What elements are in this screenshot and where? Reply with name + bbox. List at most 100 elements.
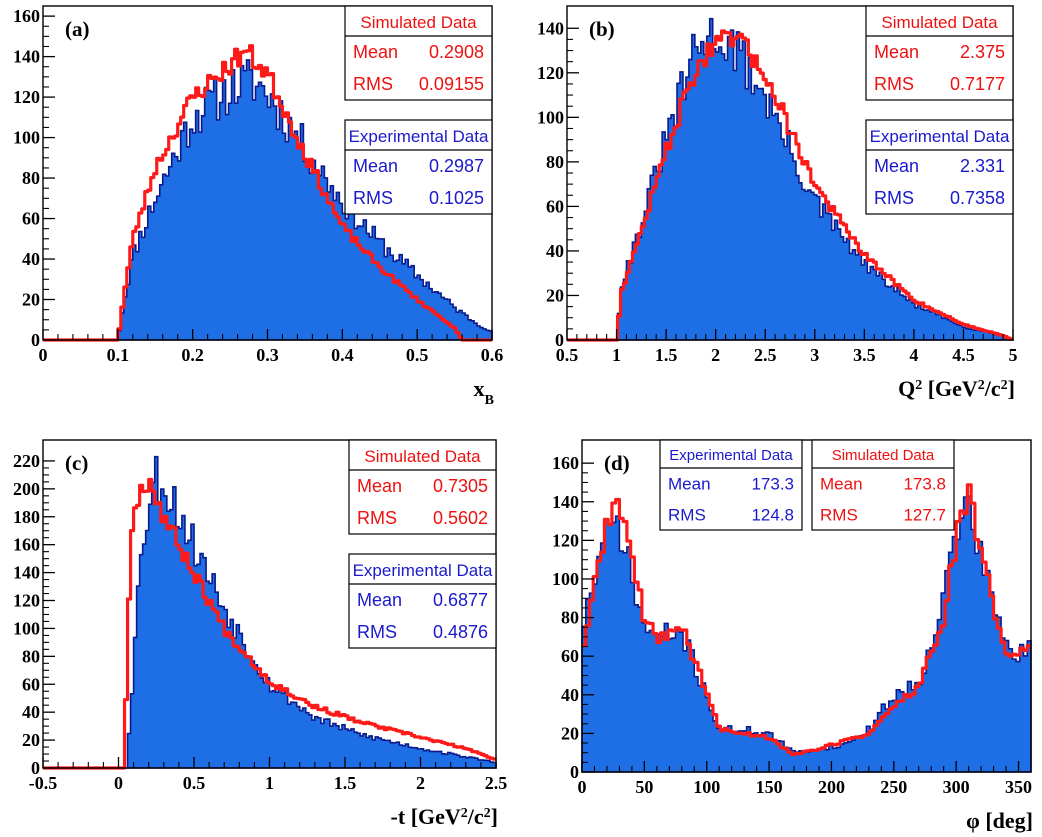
y-tick-label: 100 <box>13 618 40 638</box>
stats-row-label: Mean <box>353 42 398 62</box>
x-tick-label: 3.5 <box>853 345 876 365</box>
simulated-histogram <box>43 477 496 770</box>
y-tick-label: 140 <box>537 18 564 38</box>
x-tick-label: 350 <box>1005 777 1032 797</box>
y-tick-label: 40 <box>546 241 564 261</box>
x-tick-label: 200 <box>818 777 845 797</box>
stats-box-frame <box>865 119 1014 215</box>
stats-box-title: Simulated Data <box>832 447 935 464</box>
stats-row-label: RMS <box>357 622 397 642</box>
x-tick-label: 1 <box>612 345 621 365</box>
y-tick-label: 20 <box>22 290 40 310</box>
chart-panel: 0 50 100 150 200 250 300 350 0 20 40 60 80 100 120 140 1… <box>552 439 1033 833</box>
y-tick-label: 100 <box>13 128 40 148</box>
panel-label: (d) <box>604 451 630 475</box>
x-axis-label-part: 2 <box>915 378 922 393</box>
stats-row-value: 124.8 <box>751 506 794 525</box>
x-axis-label-part: 2 <box>978 378 985 393</box>
stats-box-frame <box>811 439 955 531</box>
x-tick-label: 4.5 <box>952 345 975 365</box>
stats-box-title: Simulated Data <box>364 447 481 466</box>
y-tick-label: 140 <box>13 563 40 583</box>
y-tick-label: 20 <box>546 285 564 305</box>
x-axis-label-part: φ <box>966 808 980 833</box>
stats-row-value: 0.2908 <box>429 42 484 62</box>
stats-box: Experimental Data Mean 173.3 RMS 124.8 <box>659 439 803 531</box>
y-tick-label: 140 <box>552 492 579 512</box>
y-tick-label: 40 <box>22 702 40 722</box>
x-axis-label-part: [GeV <box>405 804 461 829</box>
y-tick-label: 160 <box>13 535 40 555</box>
x-tick-label: 100 <box>693 777 720 797</box>
stats-row-value: 2.331 <box>960 156 1005 176</box>
stats-row-label: Mean <box>353 156 398 176</box>
stats-row-value: 0.2987 <box>429 156 484 176</box>
panel-label: (a) <box>65 17 90 41</box>
y-tick-label: 120 <box>13 87 40 107</box>
stats-box-frame <box>348 553 497 649</box>
stats-row-label: Mean <box>668 475 711 494</box>
x-axis-label-part: B <box>485 393 494 408</box>
y-tick-label: 80 <box>22 646 40 666</box>
stats-box-title: Simulated Data <box>881 13 998 32</box>
y-tick-label: 0 <box>31 330 40 350</box>
stats-row-value: 0.1025 <box>429 188 484 208</box>
x-axis-label-part: 2 <box>461 806 468 821</box>
x-tick-label: 1.5 <box>334 773 357 793</box>
y-tick-label: 40 <box>22 249 40 269</box>
stats-row-value: 173.8 <box>903 475 946 494</box>
y-tick-label: 60 <box>546 196 564 216</box>
stats-row-value: 0.09155 <box>419 74 484 94</box>
stats-row-value: 2.375 <box>960 42 1005 62</box>
stats-row-label: Mean <box>357 590 402 610</box>
y-tick-label: 80 <box>546 152 564 172</box>
stats-row-value: 0.7177 <box>950 74 1005 94</box>
y-tick-label: 120 <box>537 63 564 83</box>
stats-row-label: RMS <box>357 508 397 528</box>
y-tick-label: 100 <box>552 569 579 589</box>
stats-row-label: RMS <box>353 74 393 94</box>
stats-box: Simulated Data Mean 173.8 RMS 127.7 <box>811 439 955 531</box>
x-axis-label-part: [GeV <box>922 376 978 401</box>
stats-box-frame <box>348 439 497 535</box>
x-tick-label: 4 <box>909 345 918 365</box>
x-tick-label: 300 <box>943 777 970 797</box>
x-tick-label: 2.5 <box>754 345 777 365</box>
y-tick-label: 180 <box>13 507 40 527</box>
stats-row-label: RMS <box>820 506 858 525</box>
stats-box-title: Simulated Data <box>360 13 477 32</box>
x-axis-label-part: 2 <box>1001 378 1008 393</box>
x-tick-label: 2.5 <box>485 773 508 793</box>
stats-box: Simulated Data Mean 0.7305 RMS 0.5602 <box>348 439 497 535</box>
x-axis-label: Q2 [GeV2/c2] <box>898 376 1015 401</box>
stats-row-value: 0.4876 <box>433 622 488 642</box>
x-axis-label-part: Q <box>898 376 915 401</box>
x-tick-label: 0.5 <box>556 345 579 365</box>
x-axis-label-part: x <box>474 376 485 401</box>
stats-box-title: Experimental Data <box>870 127 1010 146</box>
stats-row-value: 173.3 <box>751 475 794 494</box>
y-tick-label: 100 <box>537 107 564 127</box>
y-tick-label: 220 <box>13 451 40 471</box>
x-tick-label: 5 <box>1009 345 1018 365</box>
x-tick-label: 250 <box>880 777 907 797</box>
stats-box-frame <box>344 5 493 101</box>
stats-box-title: Experimental Data <box>669 447 793 464</box>
experimental-histogram <box>43 455 497 769</box>
x-tick-label: 0.3 <box>256 345 279 365</box>
y-tick-label: 60 <box>22 209 40 229</box>
x-tick-label: 2 <box>711 345 720 365</box>
x-axis-label-part: -t <box>391 804 406 829</box>
stats-box: Simulated Data Mean 2.375 RMS 0.7177 <box>865 5 1014 101</box>
y-tick-label: 80 <box>561 608 579 628</box>
stats-row-label: RMS <box>668 506 706 525</box>
x-axis-label-part: /c <box>467 804 484 829</box>
stats-row-label: RMS <box>353 188 393 208</box>
y-tick-label: 0 <box>570 762 579 782</box>
x-tick-label: 0 <box>578 777 587 797</box>
simulated-histogram <box>582 483 1031 757</box>
stats-row-label: Mean <box>820 475 863 494</box>
stats-row-label: Mean <box>874 42 919 62</box>
y-tick-label: 0 <box>555 330 564 350</box>
y-tick-label: 120 <box>552 530 579 550</box>
